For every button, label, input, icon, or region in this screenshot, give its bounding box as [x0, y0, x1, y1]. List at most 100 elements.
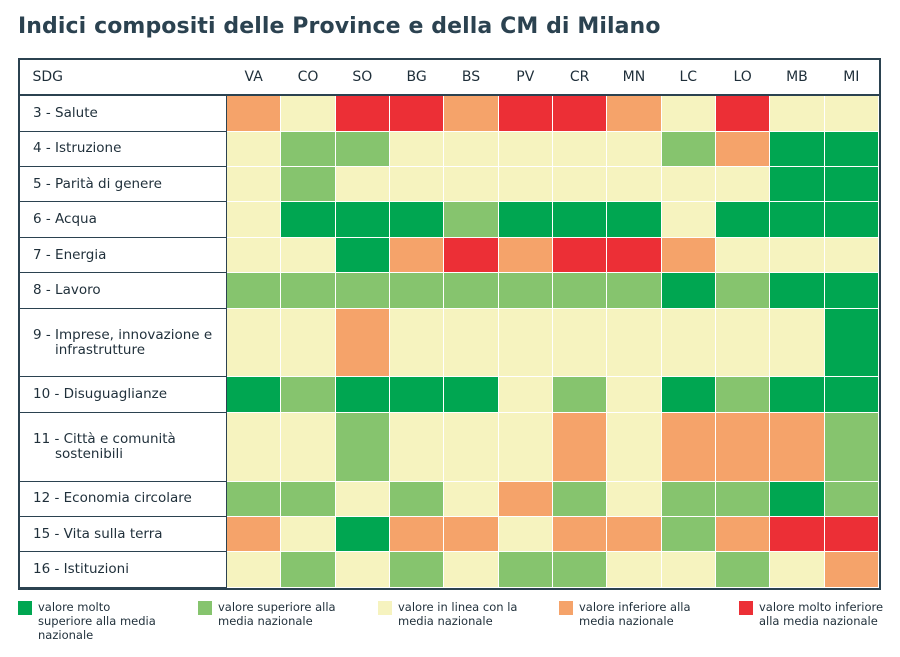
legend-item: valore in linea con la media nazionale [378, 600, 528, 628]
column-header: BS [443, 60, 499, 96]
row-label-line: 11 - Città e comunità [33, 430, 176, 447]
heatmap-cell [823, 94, 880, 132]
row-label: 7 - Energia [20, 236, 227, 274]
heatmap-cell [714, 551, 771, 588]
heatmap-cell [497, 94, 553, 132]
table-row: 11 - Città e comunità sostenibili [20, 411, 880, 482]
heatmap-cell [769, 94, 825, 132]
heatmap-cell [769, 515, 825, 553]
heatmap-cell [225, 411, 282, 482]
heatmap-table: SDG VA CO SO BG BS PV CR MN LC LO MB MI 3 - Salute 4… [18, 58, 881, 590]
heatmap-cell [388, 130, 445, 167]
heatmap-cell [823, 515, 880, 553]
table-row: 5 - Parità di genere [20, 165, 880, 203]
row-label: 9 - Imprese, innovazione e infrastrutture [20, 307, 227, 378]
heatmap-cell [769, 376, 825, 413]
heatmap-cell [660, 376, 716, 413]
heatmap-cell [334, 201, 390, 238]
heatmap-cell [280, 272, 336, 309]
heatmap-cell [443, 201, 499, 238]
heatmap-cell [660, 236, 716, 274]
column-header: BG [388, 60, 445, 96]
column-header: CR [551, 60, 608, 96]
heatmap-cell [823, 551, 880, 588]
heatmap-cell [497, 272, 553, 309]
heatmap-cell [388, 376, 445, 413]
row-label-line: 12 - Economia circolare [33, 490, 192, 507]
table-row: 9 - Imprese, innovazione e infrastrutture [20, 307, 880, 378]
heatmap-cell [334, 94, 390, 132]
heatmap-cell [443, 130, 499, 167]
heatmap-cell [606, 551, 662, 588]
heatmap-cell [551, 411, 608, 482]
heatmap-cell [551, 515, 608, 553]
heatmap-cell [823, 236, 880, 274]
heatmap-cell [225, 307, 282, 378]
legend: valore molto superiore alla media nazion… [18, 600, 888, 642]
heatmap-cell [334, 165, 390, 203]
heatmap-cell [280, 236, 336, 274]
heatmap-cell [497, 376, 553, 413]
heatmap-cell [769, 165, 825, 203]
legend-item: valore molto superiore alla media nazion… [18, 600, 168, 642]
heatmap-cell [551, 551, 608, 588]
row-label: 11 - Città e comunità sostenibili [20, 411, 227, 482]
row-label-line: 6 - Acqua [33, 211, 97, 228]
heatmap-cell [388, 236, 445, 274]
heatmap-cell [334, 551, 390, 588]
heatmap-cell [823, 165, 880, 203]
table-row: 6 - Acqua [20, 201, 880, 238]
heatmap-cell [443, 480, 499, 517]
heatmap-cell [660, 551, 716, 588]
heatmap-cell [769, 307, 825, 378]
heatmap-cell [714, 201, 771, 238]
legend-item: valore inferiore alla media nazionale [559, 600, 709, 628]
row-label: 10 - Disuguaglianze [20, 376, 227, 413]
heatmap-cell [225, 515, 282, 553]
heatmap-cell [823, 130, 880, 167]
heatmap-cell [714, 165, 771, 203]
column-header: MN [606, 60, 662, 96]
heatmap-cell [225, 272, 282, 309]
heatmap-cell [551, 94, 608, 132]
heatmap-cell [497, 551, 553, 588]
row-label-line: 10 - Disuguaglianze [33, 386, 168, 403]
heatmap-cell [660, 130, 716, 167]
table-row: 4 - Istruzione [20, 130, 880, 167]
heatmap-cell [769, 411, 825, 482]
heatmap-cell [334, 130, 390, 167]
heatmap-cell [551, 272, 608, 309]
heatmap-cell [280, 411, 336, 482]
table-row: 16 - Istituzioni [20, 551, 880, 588]
heatmap-cell [606, 201, 662, 238]
heatmap-cell [334, 411, 390, 482]
heatmap-cell [388, 551, 445, 588]
heatmap-cell [280, 201, 336, 238]
column-header: VA [225, 60, 282, 96]
heatmap-cell [388, 411, 445, 482]
heatmap-cell [388, 480, 445, 517]
heatmap-cell [551, 376, 608, 413]
row-label: 5 - Parità di genere [20, 165, 227, 203]
heatmap-cell [334, 236, 390, 274]
heatmap-cell [823, 201, 880, 238]
heatmap-cell [280, 551, 336, 588]
heatmap-cell [714, 376, 771, 413]
row-label: 4 - Istruzione [20, 130, 227, 167]
heatmap-cell [714, 130, 771, 167]
row-label-line: sostenibili [55, 445, 124, 462]
heatmap-cell [714, 272, 771, 309]
heatmap-cell [443, 551, 499, 588]
legend-swatch [739, 601, 753, 615]
heatmap-cell [225, 130, 282, 167]
heatmap-cell [443, 376, 499, 413]
row-label-line: infrastrutture [55, 341, 146, 358]
heatmap-cell [660, 480, 716, 517]
heatmap-cell [388, 515, 445, 553]
heatmap-cell [443, 515, 499, 553]
heatmap-cell [388, 165, 445, 203]
heatmap-cell [225, 480, 282, 517]
heatmap-cell [497, 515, 553, 553]
heatmap-cell [334, 307, 390, 378]
row-label-line: 16 - Istituzioni [33, 561, 129, 578]
